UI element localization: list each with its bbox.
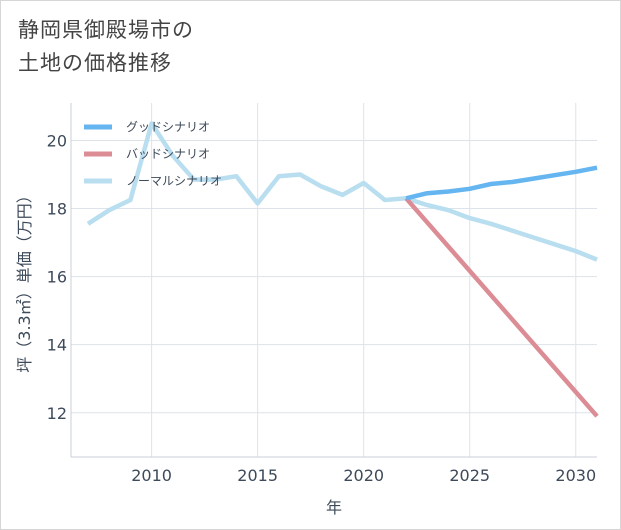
grid-lines	[71, 103, 597, 457]
x-axis-title: 年	[326, 498, 342, 517]
y-tick-label: 20	[47, 131, 67, 150]
x-tick-label: 2010	[131, 466, 172, 485]
legend-label-0: グッドシナリオ	[126, 120, 210, 134]
y-tick-label: 12	[47, 404, 67, 423]
title-line-2: 土地の価格推移	[18, 51, 172, 75]
title-line-1: 静岡県御殿場市の	[18, 18, 194, 42]
x-tick-label: 2015	[237, 466, 278, 485]
x-tick-label: 2020	[343, 466, 384, 485]
y-tick-label: 16	[47, 268, 67, 287]
y-axis-title: 坪（3.3㎡）単価（万円）	[15, 187, 34, 372]
series-line-1	[404, 196, 599, 418]
legend-label-2: ノーマルシナリオ	[126, 174, 222, 188]
chart-title: 静岡県御殿場市の 土地の価格推移	[18, 14, 194, 80]
series-line-0	[405, 165, 598, 201]
y-tick-label: 14	[47, 336, 67, 355]
x-tick-label: 2025	[449, 466, 490, 485]
series-layer	[86, 121, 599, 418]
legend-label-1: バッドシナリオ	[126, 147, 210, 161]
y-tick-label: 18	[47, 200, 67, 219]
axes: 2010 2015 2020 2025 2030 12 14 16 18 20	[47, 103, 597, 485]
x-tick-label: 2030	[555, 466, 596, 485]
series-line-2	[86, 121, 598, 262]
